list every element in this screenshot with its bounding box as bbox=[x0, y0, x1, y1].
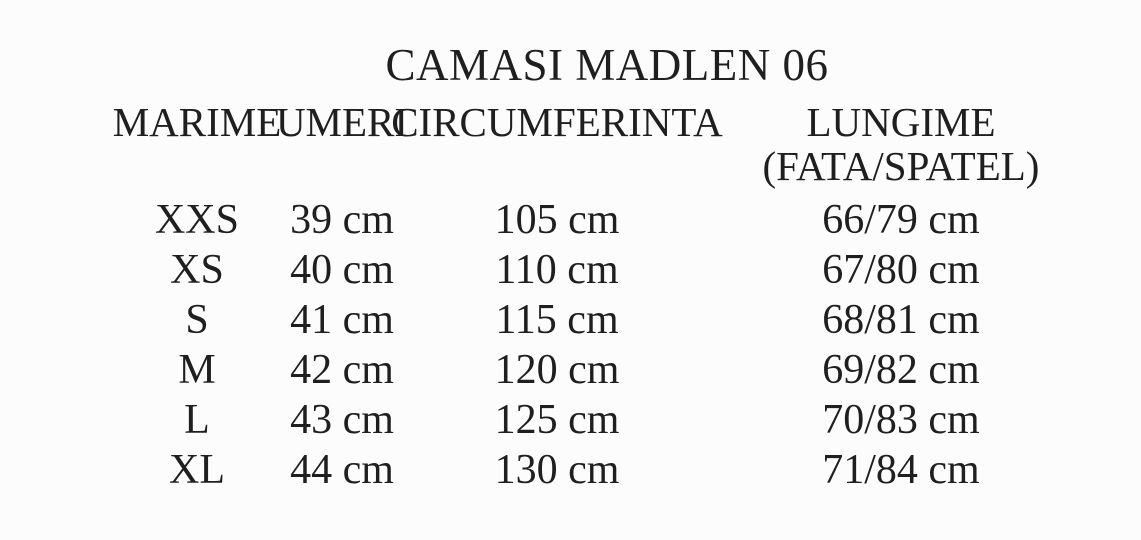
table-cell: XL bbox=[168, 447, 225, 493]
column-header-lungime: LUNGIME (FATA/SPATEL) bbox=[763, 100, 1040, 195]
table-cell: 130 cm bbox=[494, 447, 620, 493]
table-cell: 39 cm bbox=[290, 197, 394, 243]
column-header-lungime-line2: (FATA/SPATEL) bbox=[762, 143, 1040, 189]
column-marime: MARIME XXS XS S M L XL bbox=[113, 100, 282, 495]
column-header-marime: MARIME bbox=[112, 99, 282, 145]
table-cell: 67/80 cm bbox=[822, 247, 980, 293]
table-cell: M bbox=[178, 347, 216, 393]
table-cell: 125 cm bbox=[494, 397, 620, 443]
table-cell: XS bbox=[170, 247, 224, 293]
page-title: CAMASI MADLEN 06 bbox=[385, 40, 829, 90]
table-cell: 42 cm bbox=[290, 347, 394, 393]
table-cell: 70/83 cm bbox=[822, 397, 980, 443]
table-cell: 105 cm bbox=[494, 197, 620, 243]
column-circumferinta: CIRCUMFERINTA 105 cm 110 cm 115 cm 120 c… bbox=[391, 100, 723, 495]
table-cell: XXS bbox=[154, 197, 240, 243]
table-cell: 44 cm bbox=[290, 447, 394, 493]
table-cell: 40 cm bbox=[290, 247, 394, 293]
table-cell: 41 cm bbox=[290, 297, 394, 343]
table-cell: 68/81 cm bbox=[822, 297, 980, 343]
table-cell: L bbox=[184, 397, 210, 443]
column-header-lungime-line1: LUNGIME bbox=[806, 99, 996, 145]
column-umeri: UMERI 39 cm 40 cm 41 cm 42 cm 43 cm 44 c… bbox=[276, 100, 408, 495]
table-cell: S bbox=[185, 297, 209, 343]
table-cell: 110 cm bbox=[495, 247, 619, 293]
table-cell: 69/82 cm bbox=[822, 347, 980, 393]
column-header-umeri: UMERI bbox=[275, 99, 409, 145]
table-cell: 43 cm bbox=[290, 397, 394, 443]
table-cell: 115 cm bbox=[495, 297, 619, 343]
table-cell: 120 cm bbox=[494, 347, 620, 393]
table-cell: 66/79 cm bbox=[822, 197, 980, 243]
table-cell: 71/84 cm bbox=[822, 447, 980, 493]
column-lungime: LUNGIME (FATA/SPATEL) 66/79 cm 67/80 cm … bbox=[763, 100, 1040, 495]
column-header-circumferinta: CIRCUMFERINTA bbox=[391, 99, 723, 145]
